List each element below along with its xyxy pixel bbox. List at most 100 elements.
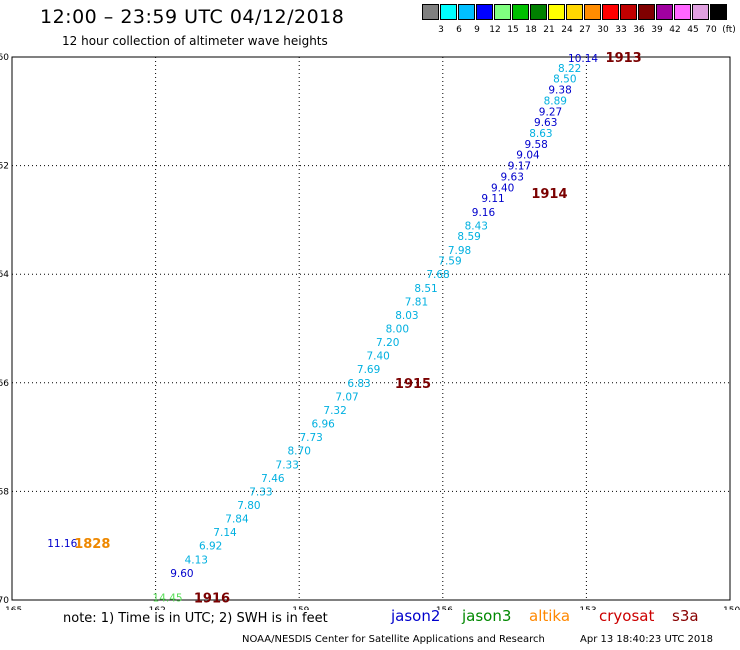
- wave-height-point: 7.40: [366, 351, 389, 363]
- colorbar-swatch: [584, 4, 601, 20]
- wave-height-point: 10.14: [568, 53, 598, 65]
- wave-height-point: 9.63: [534, 117, 557, 129]
- x-tick-label: -162: [145, 606, 165, 610]
- y-tick-label: -66: [0, 379, 9, 389]
- x-tick-label: -165: [2, 606, 22, 610]
- colorbar-swatch: [620, 4, 637, 20]
- x-tick-label: -153: [576, 606, 596, 610]
- wave-height-point: 14.45: [153, 592, 183, 604]
- wave-height-point: 8.70: [288, 446, 311, 458]
- satellite-cryosat: cryosat: [599, 607, 655, 625]
- pass-time-label: 1913: [606, 51, 642, 66]
- colorbar-swatch: [602, 4, 619, 20]
- wave-height-point: 7.32: [323, 405, 346, 417]
- y-tick-label: -64: [0, 270, 9, 280]
- wave-height-point: 8.59: [457, 231, 480, 243]
- colorbar-swatch: [422, 4, 439, 20]
- colorbar-label: 45: [687, 25, 699, 35]
- page-subtitle: 12 hour collection of altimeter wave hei…: [62, 34, 328, 48]
- colorbar-swatch: [440, 4, 457, 20]
- y-tick-label: -62: [0, 162, 9, 172]
- wave-height-point: 7.84: [225, 514, 249, 526]
- wave-height-point: 7.81: [405, 296, 428, 308]
- colorbar-label: 42: [669, 25, 681, 35]
- y-tick-label: -68: [0, 487, 9, 497]
- colorbar-label: 6: [456, 25, 462, 35]
- colorbar-swatch: [656, 4, 673, 20]
- wave-height-chart: -165 -162 -159 -156 -153 -150 -60 -62 -64 -66 -68 -…: [0, 51, 740, 610]
- colorbar-label: 27: [579, 25, 591, 35]
- satellite-s3a: s3a: [672, 607, 699, 625]
- pass-time-label: 1914: [531, 187, 567, 202]
- colorbar-label: 18: [525, 25, 537, 35]
- colorbar-label: 3: [438, 25, 444, 35]
- wave-height-point: 9.40: [491, 182, 514, 194]
- colorbar-label: (ft): [722, 25, 736, 35]
- wave-height-point: 9.27: [539, 106, 562, 118]
- colorbar-label: 15: [507, 25, 519, 35]
- y-tick-label: -70: [0, 596, 9, 606]
- colorbar-swatch: [476, 4, 493, 20]
- wave-height-point: 6.83: [347, 378, 370, 390]
- wave-height-point: 8.63: [529, 128, 552, 140]
- colorbar-swatch: [674, 4, 691, 20]
- wave-height-point: 8.00: [386, 324, 409, 336]
- wave-height-point: 6.92: [199, 541, 222, 553]
- wave-height-point: 7.33: [276, 459, 299, 471]
- colorbar-label: 70: [705, 25, 717, 35]
- pass-time-label: 1828: [74, 537, 110, 552]
- wave-height-point: 9.38: [548, 85, 571, 97]
- plot-frame: [11, 56, 731, 601]
- colorbar-label: 21: [543, 25, 555, 35]
- satellite-altika: altika: [529, 607, 571, 625]
- colorbar-swatch: [512, 4, 529, 20]
- y-tick-label: -60: [0, 53, 9, 63]
- wave-height-point: 11.16: [47, 538, 77, 550]
- satellite-jason2: jason2: [391, 607, 441, 625]
- wave-height-point: 8.50: [553, 74, 576, 86]
- pass-time-label: 1916: [194, 591, 230, 606]
- colorbar-swatch: [548, 4, 565, 20]
- colorbar-label: 9: [474, 25, 480, 35]
- colorbar-label: 33: [615, 25, 627, 35]
- colorbar-label: 12: [489, 25, 501, 35]
- wave-height-point: 8.22: [558, 63, 581, 75]
- page-title: 12:00 – 23:59 UTC 04/12/2018: [40, 6, 345, 28]
- colorbar-swatch: [458, 4, 475, 20]
- footer-note: note: 1) Time is in UTC; 2) SWH is in fe…: [63, 611, 328, 626]
- pass-time-label: 1915: [395, 377, 431, 392]
- wave-height-point: 4.13: [185, 554, 208, 566]
- colorbar-label: 30: [597, 25, 609, 35]
- colorbar-swatch: [710, 4, 727, 20]
- credit-line: NOAA/NESDIS Center for Satellite Applica…: [242, 634, 545, 645]
- wave-height-point: 9.04: [516, 150, 540, 162]
- x-tick-label: -159: [289, 606, 310, 610]
- generation-timestamp: Apr 13 18:40:23 UTC 2018: [580, 634, 713, 645]
- colorbar-label: 39: [651, 25, 663, 35]
- wave-height-point: 8.51: [414, 283, 437, 295]
- satellite-jason3: jason3: [462, 607, 512, 625]
- colorbar-swatch: [566, 4, 583, 20]
- colorbar-swatch: [692, 4, 709, 20]
- colorbar-label: 24: [561, 25, 573, 35]
- wave-height-point: 7.33: [249, 486, 272, 498]
- wave-height-point: 7.14: [213, 527, 237, 539]
- wave-height-point: 7.73: [299, 432, 322, 444]
- wave-height-point: 7.46: [261, 473, 285, 485]
- wave-height-point: 6.96: [311, 419, 335, 431]
- wave-height-point: 7.59: [438, 256, 461, 268]
- wave-height-point: 9.58: [524, 139, 547, 151]
- x-tick-label: -156: [433, 606, 454, 610]
- colorbar-swatch: [530, 4, 547, 20]
- wave-height-point: 9.63: [501, 171, 524, 183]
- colorbar-label: 36: [633, 25, 645, 35]
- wave-height-point: 8.89: [544, 95, 567, 107]
- wave-height-point: 9.17: [508, 161, 531, 173]
- colorbar-swatch: [638, 4, 655, 20]
- wave-height-point: 7.98: [448, 245, 471, 257]
- wave-height-point: 7.20: [376, 337, 399, 349]
- wave-height-point: 7.69: [357, 364, 380, 376]
- wave-height-point: 9.16: [472, 207, 496, 219]
- wave-height-point: 9.11: [481, 193, 504, 205]
- x-tick-label: -150: [720, 606, 740, 610]
